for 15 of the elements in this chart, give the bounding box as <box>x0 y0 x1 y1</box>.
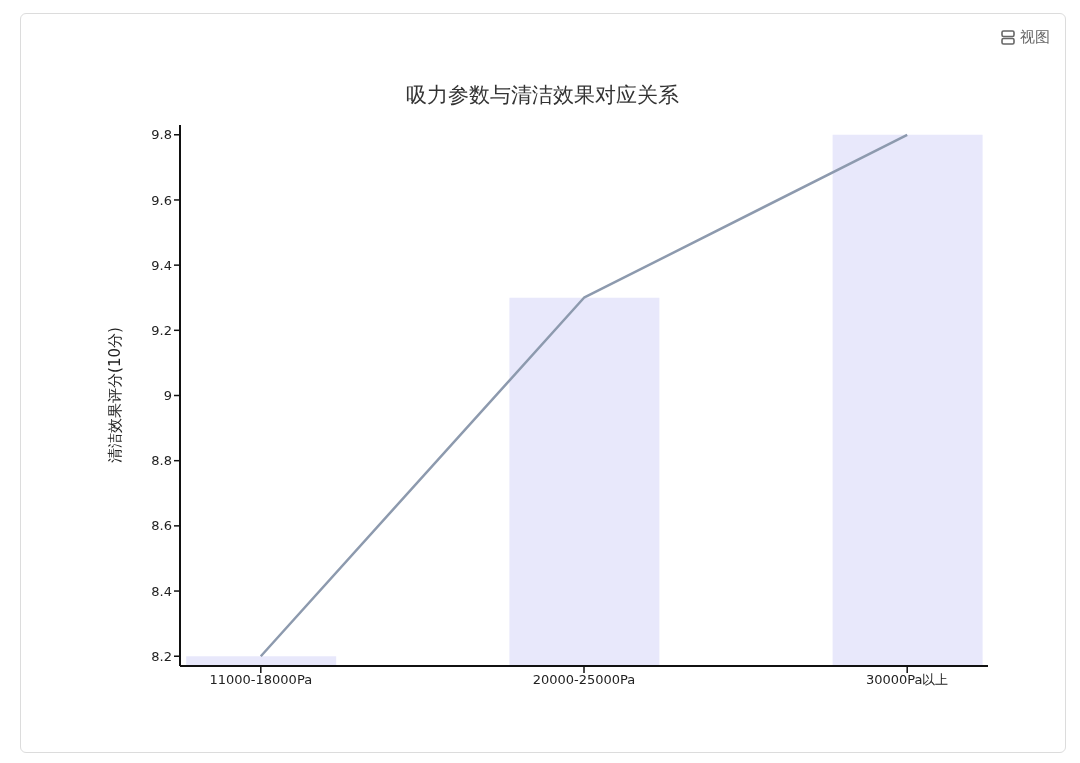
y-tick-label: 8.6 <box>151 518 172 534</box>
x-tick-label: 20000-25000Pa <box>532 672 636 688</box>
y-axis-title: 清洁效果评分(10分) <box>105 327 125 463</box>
x-tick-label: 11000-18000Pa <box>209 672 313 688</box>
y-tick-label: 8.4 <box>151 583 172 599</box>
y-tick-label: 9.4 <box>151 257 172 273</box>
text: 视图 <box>1020 28 1050 47</box>
y-tick-label: 9 <box>163 388 172 404</box>
y-tick-label: 9.6 <box>151 192 172 208</box>
y-tick-label: 8.2 <box>151 648 172 664</box>
chart-title: 吸力参数与清洁效果对应关系 <box>404 82 680 109</box>
y-tick-label: 9.2 <box>151 322 172 338</box>
y-tick-label: 9.8 <box>151 127 172 143</box>
x-tick-label: 30000Pa以上 <box>865 672 949 688</box>
y-tick-label: 8.8 <box>151 453 172 469</box>
